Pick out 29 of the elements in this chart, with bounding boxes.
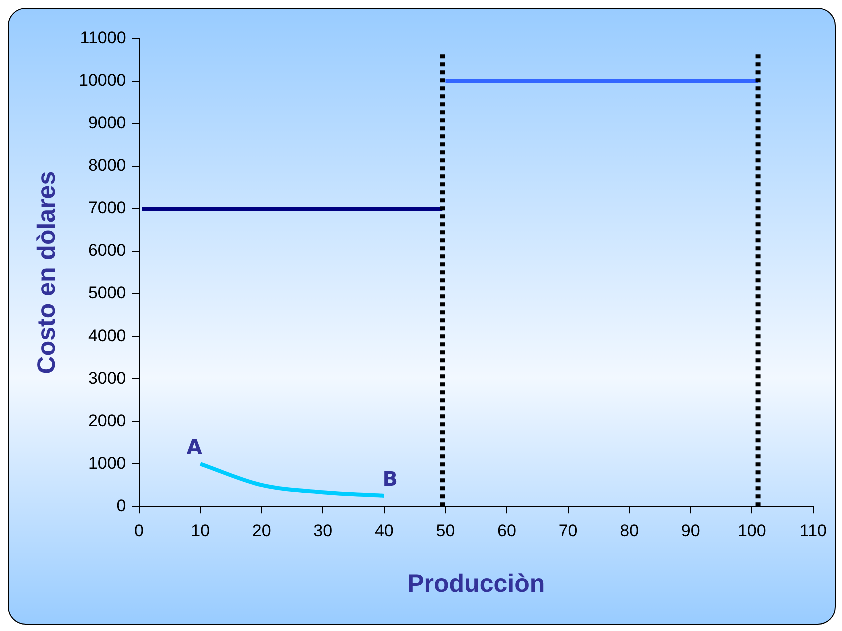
y-tick-label: 5000	[88, 284, 126, 303]
y-tick-label: 3000	[88, 368, 126, 388]
x-tick-label: 0	[134, 521, 144, 540]
y-tick-label: 9000	[88, 114, 126, 133]
x-tick-label: 80	[620, 521, 640, 540]
x-tick-label: 110	[800, 521, 828, 540]
y-tick-label: 8000	[88, 156, 126, 176]
x-tick-label: 60	[498, 521, 516, 540]
x-tick-label: 10	[191, 521, 210, 540]
y-tick-label: 11000	[80, 28, 126, 48]
x-tick-label: 90	[681, 521, 700, 540]
x-tick-label: 40	[374, 521, 394, 540]
y-tick-label: 6000	[88, 241, 126, 260]
x-tick-label: 70	[558, 521, 578, 540]
x-tick-label: 30	[314, 521, 333, 540]
x-axis-title: Producciòn	[408, 570, 546, 598]
x-tick-label: 100	[738, 521, 766, 540]
y-tick-label: 4000	[88, 326, 126, 346]
y-tick-label: 0	[116, 496, 126, 516]
x-tick-label: 20	[252, 521, 272, 540]
y-tick-label: 2000	[88, 411, 126, 430]
y-axis-title: Costo en dòlares	[32, 171, 61, 374]
annotation: B	[382, 466, 398, 491]
y-tick-label: 1000	[88, 454, 126, 473]
y-tick-label: 7000	[88, 198, 126, 218]
y-tick-label: 10000	[78, 71, 126, 90]
line-series	[198, 462, 386, 498]
annotation: A	[186, 435, 203, 460]
x-tick-label: 50	[436, 521, 456, 540]
